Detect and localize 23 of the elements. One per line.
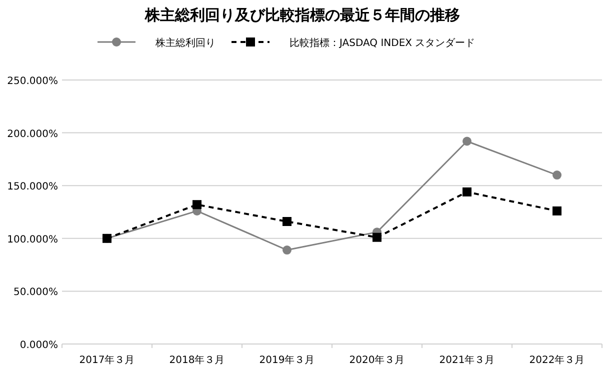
point: [192, 200, 202, 210]
x-tick-label: 2018年３月: [169, 354, 225, 366]
point: [462, 187, 472, 196]
point: [372, 232, 382, 242]
y-tick-label: 150.000%: [7, 182, 58, 193]
chart-title: 株主総利回り及び比較指標の最近５年間の推移: [144, 6, 460, 24]
point: [282, 217, 292, 226]
x-tick-label: 2017年３月: [79, 354, 135, 366]
y-tick-label: 200.000%: [7, 128, 58, 140]
y-tick-label: 250.000%: [7, 76, 58, 87]
x-tick-label: 2019年３月: [259, 354, 315, 366]
point: [462, 136, 472, 146]
x-tick-label: 2022年３月: [529, 354, 585, 366]
legend-label: 比較指標：JASDAQ INDEX スタンダード: [290, 37, 476, 49]
y-tick-label: 50.000%: [14, 287, 58, 298]
y-tick-label: 0.000%: [20, 340, 58, 351]
point: [552, 170, 562, 180]
x-tick-label: 2020年３月: [349, 354, 405, 366]
y-tick-label: 100.000%: [7, 234, 58, 246]
x-tick-label: 2021年３月: [439, 354, 495, 366]
point: [282, 246, 292, 255]
point: [552, 206, 562, 216]
legend-label: 株主総利回り: [154, 37, 216, 49]
